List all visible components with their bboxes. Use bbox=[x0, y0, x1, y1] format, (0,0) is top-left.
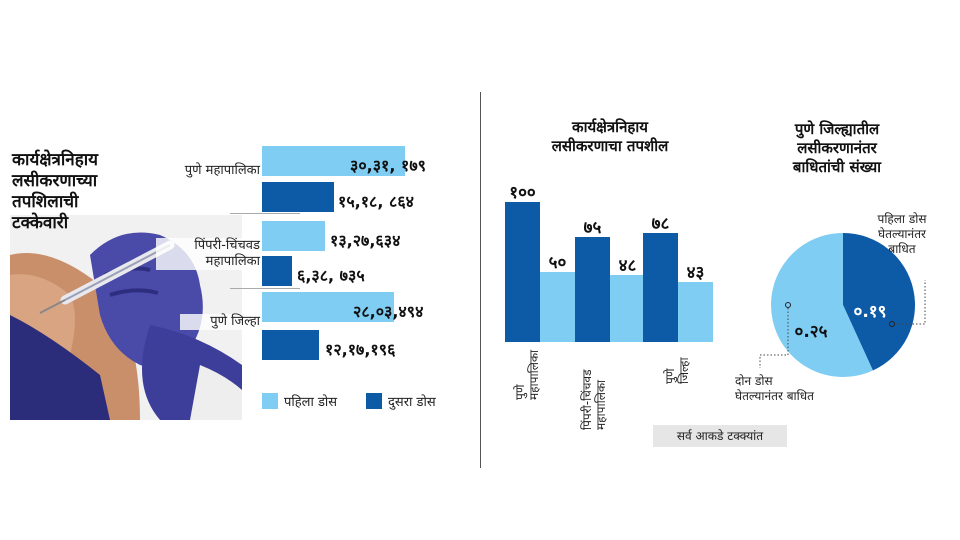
category-label-pcmc: पिंपरी-चिंचवड महापालिका bbox=[156, 238, 262, 270]
pie-value-first-dose: ०.१९ bbox=[854, 302, 887, 322]
bar-first-dose-pcmc-pct bbox=[575, 237, 610, 342]
bar-first-dose-pcmc bbox=[262, 221, 325, 251]
value-second-dose-pune-mnc: १५,१८, ८६४ bbox=[338, 192, 414, 211]
bar-second-dose-pune-district-pct bbox=[678, 281, 713, 342]
annotation-line: घेतल्यानंतर bbox=[878, 227, 926, 241]
pie-slice-second-dose bbox=[771, 233, 873, 377]
middle-chart-title: कार्यक्षेत्रनिहाय लसीकरणाचा तपशील bbox=[510, 118, 710, 156]
pie-chart-title: पुणे जिल्ह्यातील लसीकरणानंतर बाधितांची स… bbox=[752, 120, 922, 177]
bar-second-dose-pune-district bbox=[262, 330, 319, 360]
value-second-dose-pune-district-pct: ४३ bbox=[686, 262, 705, 283]
category-label-line: पुणे जिल्हा bbox=[210, 314, 260, 329]
bar-first-dose-pune-district-pct bbox=[643, 232, 678, 342]
bar-first-dose-pune-district bbox=[262, 292, 394, 322]
legend-swatch-first-dose bbox=[262, 393, 278, 409]
value-second-dose-pune-district: १२,१७,१९६ bbox=[325, 340, 396, 359]
left-title-line: तपशिलाची bbox=[12, 192, 79, 212]
category-label-line: पुणे महापालिका bbox=[184, 163, 260, 178]
legend-label-first-dose: पहिला डोस bbox=[284, 395, 338, 410]
x-tick-line: महापालिका bbox=[594, 379, 608, 430]
pie-value-second-dose: ०.२५ bbox=[795, 322, 828, 342]
x-tick-line: पुणे bbox=[513, 384, 527, 401]
x-tick-line: जिल्हा bbox=[677, 357, 691, 384]
value-first-dose-pcmc-pct: ७५ bbox=[583, 218, 602, 238]
value-first-dose-pune-mnc: ३०,३१, १७९ bbox=[350, 156, 426, 175]
x-tick-label-pcmc: पिंपरी-चिंचवड महापालिका bbox=[580, 369, 608, 430]
value-second-dose-pcmc-pct: ४८ bbox=[618, 255, 637, 276]
bar-first-dose-pune-mnc-pct bbox=[505, 202, 540, 342]
value-first-dose-pune-mnc-pct: १०० bbox=[509, 183, 536, 203]
middle-title-line: लसीकरणाचा तपशील bbox=[551, 137, 669, 155]
value-second-dose-pcmc: ६,३८, ७३५ bbox=[297, 266, 365, 285]
units-note: सर्व आकडे टक्क्यांत bbox=[653, 425, 787, 447]
leader-dot-second bbox=[785, 302, 791, 308]
annotation-line: बाधित bbox=[888, 242, 916, 256]
legend-swatch-second-dose bbox=[366, 393, 382, 409]
legend-label-second-dose: दुसरा डोस bbox=[388, 395, 436, 410]
bar-second-dose-pcmc-pct bbox=[610, 274, 645, 342]
middle-title-line: कार्यक्षेत्रनिहाय bbox=[572, 118, 648, 136]
value-first-dose-pcmc: १३,२७,६३४ bbox=[330, 231, 401, 250]
annotation-second-dose: दोन डोस घेतल्यानंतर बाधित bbox=[735, 374, 814, 404]
annotation-line: घेतल्यानंतर बाधित bbox=[735, 389, 814, 403]
category-label-line: पिंपरी-चिंचवड bbox=[194, 238, 260, 253]
left-chart-title: कार्यक्षेत्रनिहाय लसीकरणाच्या तपशिलाची ट… bbox=[12, 150, 182, 234]
value-second-dose-pune-mnc-pct: ५० bbox=[548, 253, 567, 273]
pie-title-line: लसीकरणानंतर bbox=[797, 139, 877, 157]
pie-title-line: बाधितांची संख्या bbox=[792, 158, 882, 176]
category-label-line: महापालिका bbox=[205, 254, 260, 269]
pie-title-line: पुणे जिल्ह्यातील bbox=[794, 120, 880, 138]
bar-second-dose-pune-mnc-pct bbox=[540, 272, 575, 342]
left-title-line: कार्यक्षेत्रनिहाय bbox=[12, 150, 99, 170]
bar-second-dose-pcmc bbox=[262, 256, 292, 286]
row-divider bbox=[230, 213, 300, 214]
x-tick-line: पिंपरी-चिंचवड bbox=[580, 369, 594, 430]
left-title-line: लसीकरणाच्या bbox=[12, 171, 98, 191]
category-label-pune-mnc: पुणे महापालिका bbox=[160, 163, 262, 179]
value-first-dose-pune-district-pct: ७८ bbox=[651, 213, 670, 234]
x-tick-line: पुणे bbox=[663, 368, 677, 385]
category-label-pune-district: पुणे जिल्हा bbox=[180, 314, 262, 330]
leader-dot-first bbox=[889, 321, 895, 327]
panel-divider bbox=[480, 92, 481, 468]
bar-first-dose-pune-mnc bbox=[262, 146, 405, 176]
bar-second-dose-pune-mnc bbox=[262, 182, 334, 212]
annotation-first-dose: पहिला डोस घेतल्यानंतर बाधित bbox=[852, 212, 952, 257]
x-tick-label-pune-district: पुणे जिल्हा bbox=[663, 357, 691, 384]
leader-line-second bbox=[759, 308, 789, 368]
row-divider bbox=[230, 288, 300, 289]
pie-slice-first-dose bbox=[843, 233, 915, 371]
left-title-line: टक्केवारी bbox=[12, 213, 69, 233]
annotation-line: दोन डोस bbox=[735, 374, 773, 388]
annotation-line: पहिला डोस bbox=[877, 212, 927, 226]
x-tick-label-pune-mnc: पुणे महापालिका bbox=[513, 350, 541, 400]
pie-chart: ०.१९ ०.२५ bbox=[759, 233, 926, 377]
value-first-dose-pune-district: २८,०३,४९४ bbox=[353, 302, 424, 321]
x-tick-line: महापालिका bbox=[527, 349, 541, 400]
